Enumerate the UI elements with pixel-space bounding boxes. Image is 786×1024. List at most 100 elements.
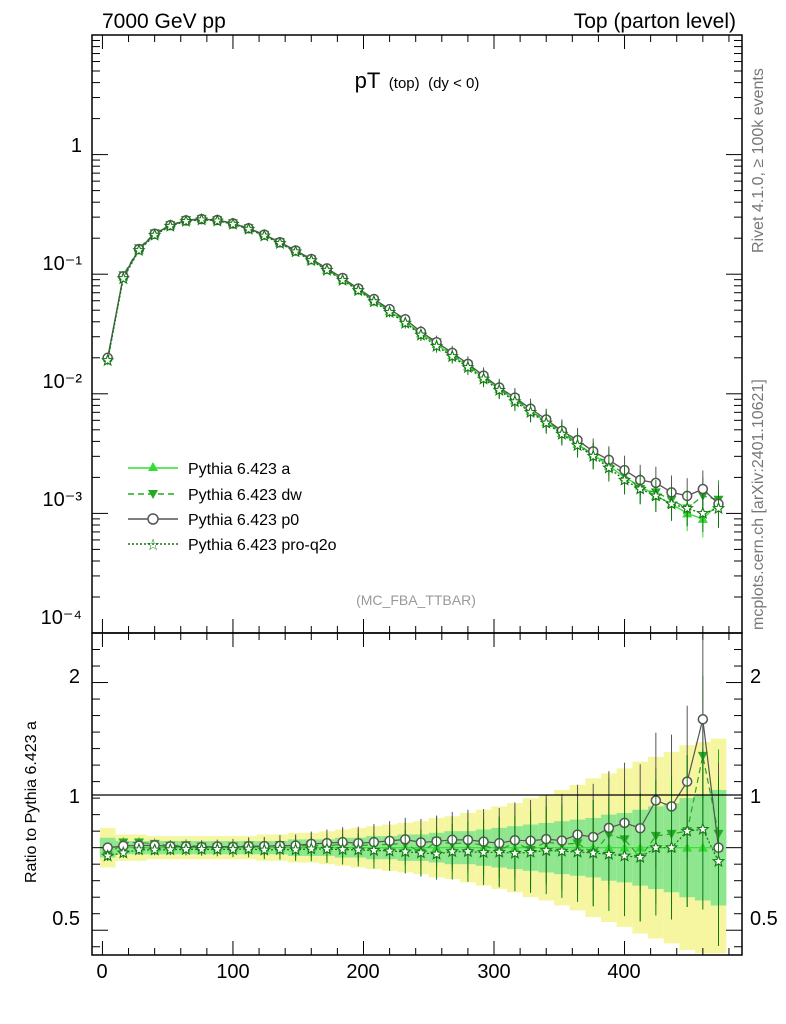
- title-cut: (dy < 0): [428, 75, 479, 92]
- mcplots-label: mcplots.cern.ch [arXiv:2401.10621]: [750, 379, 767, 630]
- data-point-star: [194, 842, 209, 856]
- data-point-star: [586, 845, 600, 859]
- data-point-star: [461, 360, 475, 374]
- series-3: [100, 212, 726, 532]
- ratio-tick-label-right-1: 1: [750, 786, 761, 808]
- header-right-label: Top (parton level): [574, 10, 736, 33]
- main-series-group: [100, 212, 726, 538]
- data-point-star: [273, 842, 287, 856]
- ratio-series-group: [100, 639, 726, 946]
- data-point-star: [320, 842, 334, 855]
- data-point-star: [555, 844, 569, 857]
- data-point-star: [508, 394, 522, 408]
- legend-entry-a: Pythia 6.423 a: [128, 461, 290, 478]
- data-point-star: [570, 438, 585, 452]
- data-point-star: [649, 840, 663, 854]
- y-tick-label-1e-3: 10⁻³: [43, 489, 83, 511]
- data-point-star: [523, 405, 538, 419]
- data-point-star: [445, 349, 459, 363]
- data-point-star: [210, 213, 224, 227]
- ratio-line: [107, 719, 720, 849]
- data-point-star: [617, 473, 632, 486]
- data-point-star: [633, 850, 647, 863]
- ratio-series-3: [100, 749, 726, 946]
- data-point-star: [696, 506, 710, 520]
- data-point-star: [602, 847, 616, 860]
- data-point-star: [289, 842, 303, 856]
- data-point-star: [100, 848, 115, 862]
- data-point-star: [398, 844, 412, 858]
- data-point-star: [664, 496, 679, 510]
- data-point-star: [383, 305, 397, 319]
- legend-entry-p0: Pythia 6.423 p0: [128, 512, 299, 529]
- data-point-star: [602, 460, 616, 474]
- x-tick-label-200: 200: [346, 961, 379, 983]
- x-tick-label-0: 0: [96, 961, 107, 983]
- data-point-star: [383, 843, 397, 857]
- data-point-star: [304, 253, 318, 267]
- series-line: [107, 218, 719, 505]
- legend-marker-triangle-up: [148, 462, 158, 471]
- data-point-star: [539, 415, 553, 429]
- data-point-star: [116, 845, 131, 859]
- analysis-tag: (MC_FBA_TTBAR): [356, 592, 476, 608]
- data-point-star: [664, 840, 679, 854]
- data-point-star: [257, 228, 271, 242]
- data-point-star: [461, 844, 475, 858]
- data-point-star: [476, 845, 491, 859]
- title-main: pT: [355, 68, 381, 93]
- data-point-star: [445, 844, 459, 858]
- data-point-star: [429, 339, 444, 352]
- data-point-star: [210, 842, 224, 856]
- data-point-star: [680, 501, 694, 515]
- legend-label-a: Pythia 6.423 a: [188, 461, 290, 478]
- data-point-star: [492, 383, 506, 396]
- data-point-star: [335, 842, 350, 856]
- data-point-star: [100, 353, 115, 367]
- data-point-star: [116, 271, 131, 285]
- legend-entry-dw: Pythia 6.423 dw: [128, 487, 302, 504]
- ratio-panel: 0.5 1 2 0.5 1 2 Ratio to Pythia 6.423 a …: [23, 632, 778, 983]
- data-point-star: [711, 501, 726, 515]
- data-point-circle: [697, 483, 709, 495]
- data-point-star: [226, 217, 240, 230]
- data-point-star: [398, 316, 412, 329]
- data-point-star: [242, 841, 256, 855]
- data-point-star: [194, 212, 209, 226]
- legend-label-p0: Pythia 6.423 p0: [188, 512, 299, 529]
- data-point-star: [555, 427, 569, 440]
- ratio-tick-label-left-2: 2: [69, 666, 80, 688]
- data-point-star: [351, 842, 365, 856]
- data-point-star: [179, 842, 193, 856]
- data-point-star: [649, 488, 663, 502]
- data-point-star: [289, 244, 303, 258]
- data-point-star: [132, 243, 146, 257]
- legend-label-pro-q2o: Pythia 6.423 pro-q2o: [188, 537, 337, 554]
- data-point-star: [226, 842, 240, 856]
- ratio-line: [107, 755, 720, 859]
- ratio-tick-label-right-2: 2: [750, 666, 761, 688]
- ratio-tick-label-left-0.5: 0.5: [52, 908, 80, 930]
- main-panel: 10⁻⁴ 10⁻³ 10⁻² 10⁻¹ 1 pT (top) (dy < 0) …: [41, 34, 743, 634]
- data-point-star: [367, 294, 381, 308]
- legend-marker-triangle-down: [148, 490, 158, 499]
- series-line: [107, 219, 719, 515]
- data-point-star: [351, 283, 365, 297]
- data-point-star: [633, 482, 647, 495]
- y-tick-label-1e-4: 10⁻⁴: [41, 607, 82, 629]
- ratio-y-axis-label: Ratio to Pythia 6.423 a: [23, 721, 40, 883]
- rivet-version-label: Rivet 4.1.0, ≥ 100k events: [750, 68, 767, 253]
- data-point-star: [617, 848, 632, 862]
- data-point-star: [476, 372, 491, 385]
- data-point-star: [523, 845, 538, 858]
- legend-marker-circle: [147, 513, 159, 525]
- data-point-star: [680, 824, 694, 837]
- x-tick-label-400: 400: [607, 961, 640, 983]
- legend-label-dw: Pythia 6.423 dw: [188, 487, 302, 504]
- data-point-star: [696, 822, 710, 836]
- ratio-tick-label-right-0.5: 0.5: [750, 908, 778, 930]
- header-left-label: 7000 GeV pp: [102, 10, 226, 33]
- data-point-star: [242, 222, 256, 235]
- ratio-axis-ticks: [92, 632, 742, 955]
